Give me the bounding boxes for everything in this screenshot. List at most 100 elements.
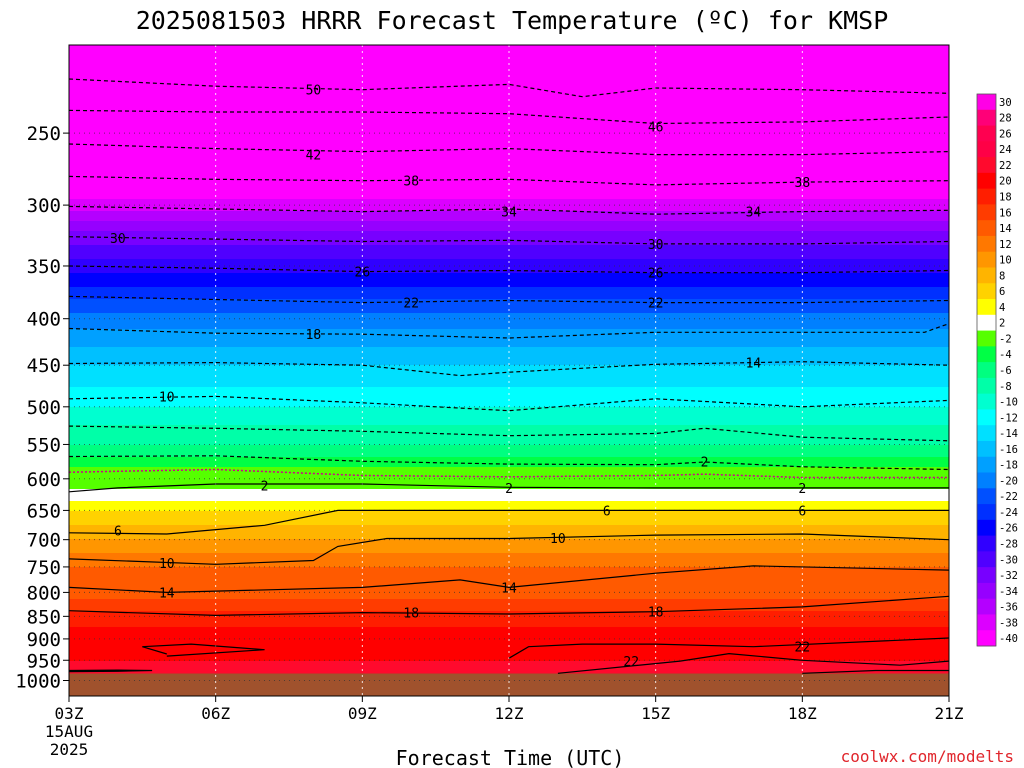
colorbar-label: 2: [999, 318, 1005, 330]
temperature-band: [69, 319, 949, 322]
colorbar-swatch: [977, 472, 996, 489]
isotherm-label: 22: [403, 297, 419, 312]
temperature-band: [69, 419, 949, 422]
temperature-band: [69, 593, 949, 596]
temperature-band: [69, 541, 949, 544]
temperature-band: [69, 293, 949, 296]
temperature-band: [69, 481, 949, 484]
colorbar-frame: [976, 93, 997, 647]
temperature-band: [69, 497, 949, 500]
temperature-band: [69, 145, 949, 148]
temperature-band: [69, 359, 949, 362]
colorbar-swatch: [977, 204, 996, 221]
x-date-label: 15AUG: [45, 722, 93, 741]
temperature-band: [69, 347, 949, 350]
temperature-band: [69, 425, 949, 428]
y-tick-label: 1000: [15, 671, 61, 693]
colorbar-swatch: [977, 283, 996, 300]
temperature-band: [69, 199, 949, 202]
isotherm-label: 14: [746, 357, 762, 372]
temperature-band: [69, 671, 949, 674]
temperature-band: [69, 71, 949, 74]
isotherm-label: 30: [648, 238, 664, 253]
temperature-band: [69, 551, 949, 554]
temperature-band: [69, 491, 949, 494]
y-tick-label: 350: [27, 256, 61, 278]
temperature-band: [69, 569, 949, 572]
colorbar-label: -32: [999, 570, 1018, 582]
temperature-band: [69, 575, 949, 578]
colorbar-label: 22: [999, 160, 1012, 172]
temperature-band: [69, 563, 949, 566]
temperature-band: [69, 109, 949, 112]
temperature-band: [69, 263, 949, 266]
temperature-band: [69, 49, 949, 52]
colorbar-swatch: [977, 188, 996, 205]
colorbar-swatch: [977, 598, 996, 615]
temperature-band: [69, 371, 949, 374]
isotherm-label: 34: [746, 206, 762, 221]
temperature-band: [69, 383, 949, 386]
temperature-band: [69, 433, 949, 436]
colorbar-label: -36: [999, 602, 1018, 614]
colorbar-swatch: [977, 630, 996, 647]
temperature-band: [69, 407, 949, 410]
isotherm-label: 6: [798, 504, 806, 519]
colorbar-swatch: [977, 567, 996, 584]
temperature-band: [69, 59, 949, 62]
colorbar-label: -22: [999, 491, 1018, 503]
x-axis-label: Forecast Time (UTC): [396, 746, 625, 768]
temperature-band: [69, 107, 949, 110]
isotherm-line: [69, 669, 153, 673]
colorbar-label: -38: [999, 617, 1018, 629]
colorbar-swatch: [977, 109, 996, 126]
temperature-band: [69, 73, 949, 76]
colorbar-label: -20: [999, 475, 1018, 487]
temperature-band: [69, 91, 949, 94]
colorbar-label: 28: [999, 113, 1012, 125]
temperature-band: [69, 151, 949, 154]
colorbar-label: -8: [999, 381, 1012, 393]
colorbar-label: -18: [999, 460, 1018, 472]
colorbar-label: -24: [999, 507, 1018, 519]
y-tick-label: 500: [27, 397, 61, 419]
colorbar-label: 26: [999, 128, 1012, 140]
temperature-band: [69, 457, 949, 460]
temperature-band: [69, 401, 949, 404]
isotherm-label: 26: [648, 267, 664, 282]
temperature-band: [69, 289, 949, 292]
temperature-band: [69, 119, 949, 122]
isotherm-label: 26: [355, 266, 371, 281]
temperature-band: [69, 143, 949, 146]
colorbar-label: -6: [999, 365, 1012, 377]
y-tick-label: 900: [27, 629, 61, 651]
temperature-band: [69, 587, 949, 590]
credit-text: coolwx.com/modelts: [841, 747, 1014, 766]
colorbar-swatch: [977, 172, 996, 190]
temperature-band: [69, 299, 949, 302]
temperature-band: [69, 97, 949, 100]
colorbar-swatch: [977, 488, 996, 505]
temperature-band: [69, 301, 949, 304]
temperature-band: [69, 223, 949, 226]
temperature-band: [69, 227, 949, 230]
temperature-band: [69, 641, 949, 644]
temperature-band: [69, 173, 949, 176]
temperature-band: [69, 559, 949, 562]
temperature-band: [69, 445, 949, 448]
temperature-band: [69, 131, 949, 134]
temperature-band: [69, 239, 949, 242]
colorbar-swatch: [977, 141, 996, 158]
y-tick-label: 400: [27, 309, 61, 331]
temperature-band: [69, 47, 949, 50]
temperature-band: [69, 553, 949, 556]
isotherm-label: 38: [795, 176, 811, 191]
temperature-band: [69, 181, 949, 184]
temperature-band: [69, 503, 949, 506]
temperature-band: [69, 233, 949, 236]
temperature-band: [69, 427, 949, 430]
colorbar-label: -14: [999, 428, 1018, 440]
temperature-band: [69, 157, 949, 160]
temperature-band: [69, 103, 949, 106]
